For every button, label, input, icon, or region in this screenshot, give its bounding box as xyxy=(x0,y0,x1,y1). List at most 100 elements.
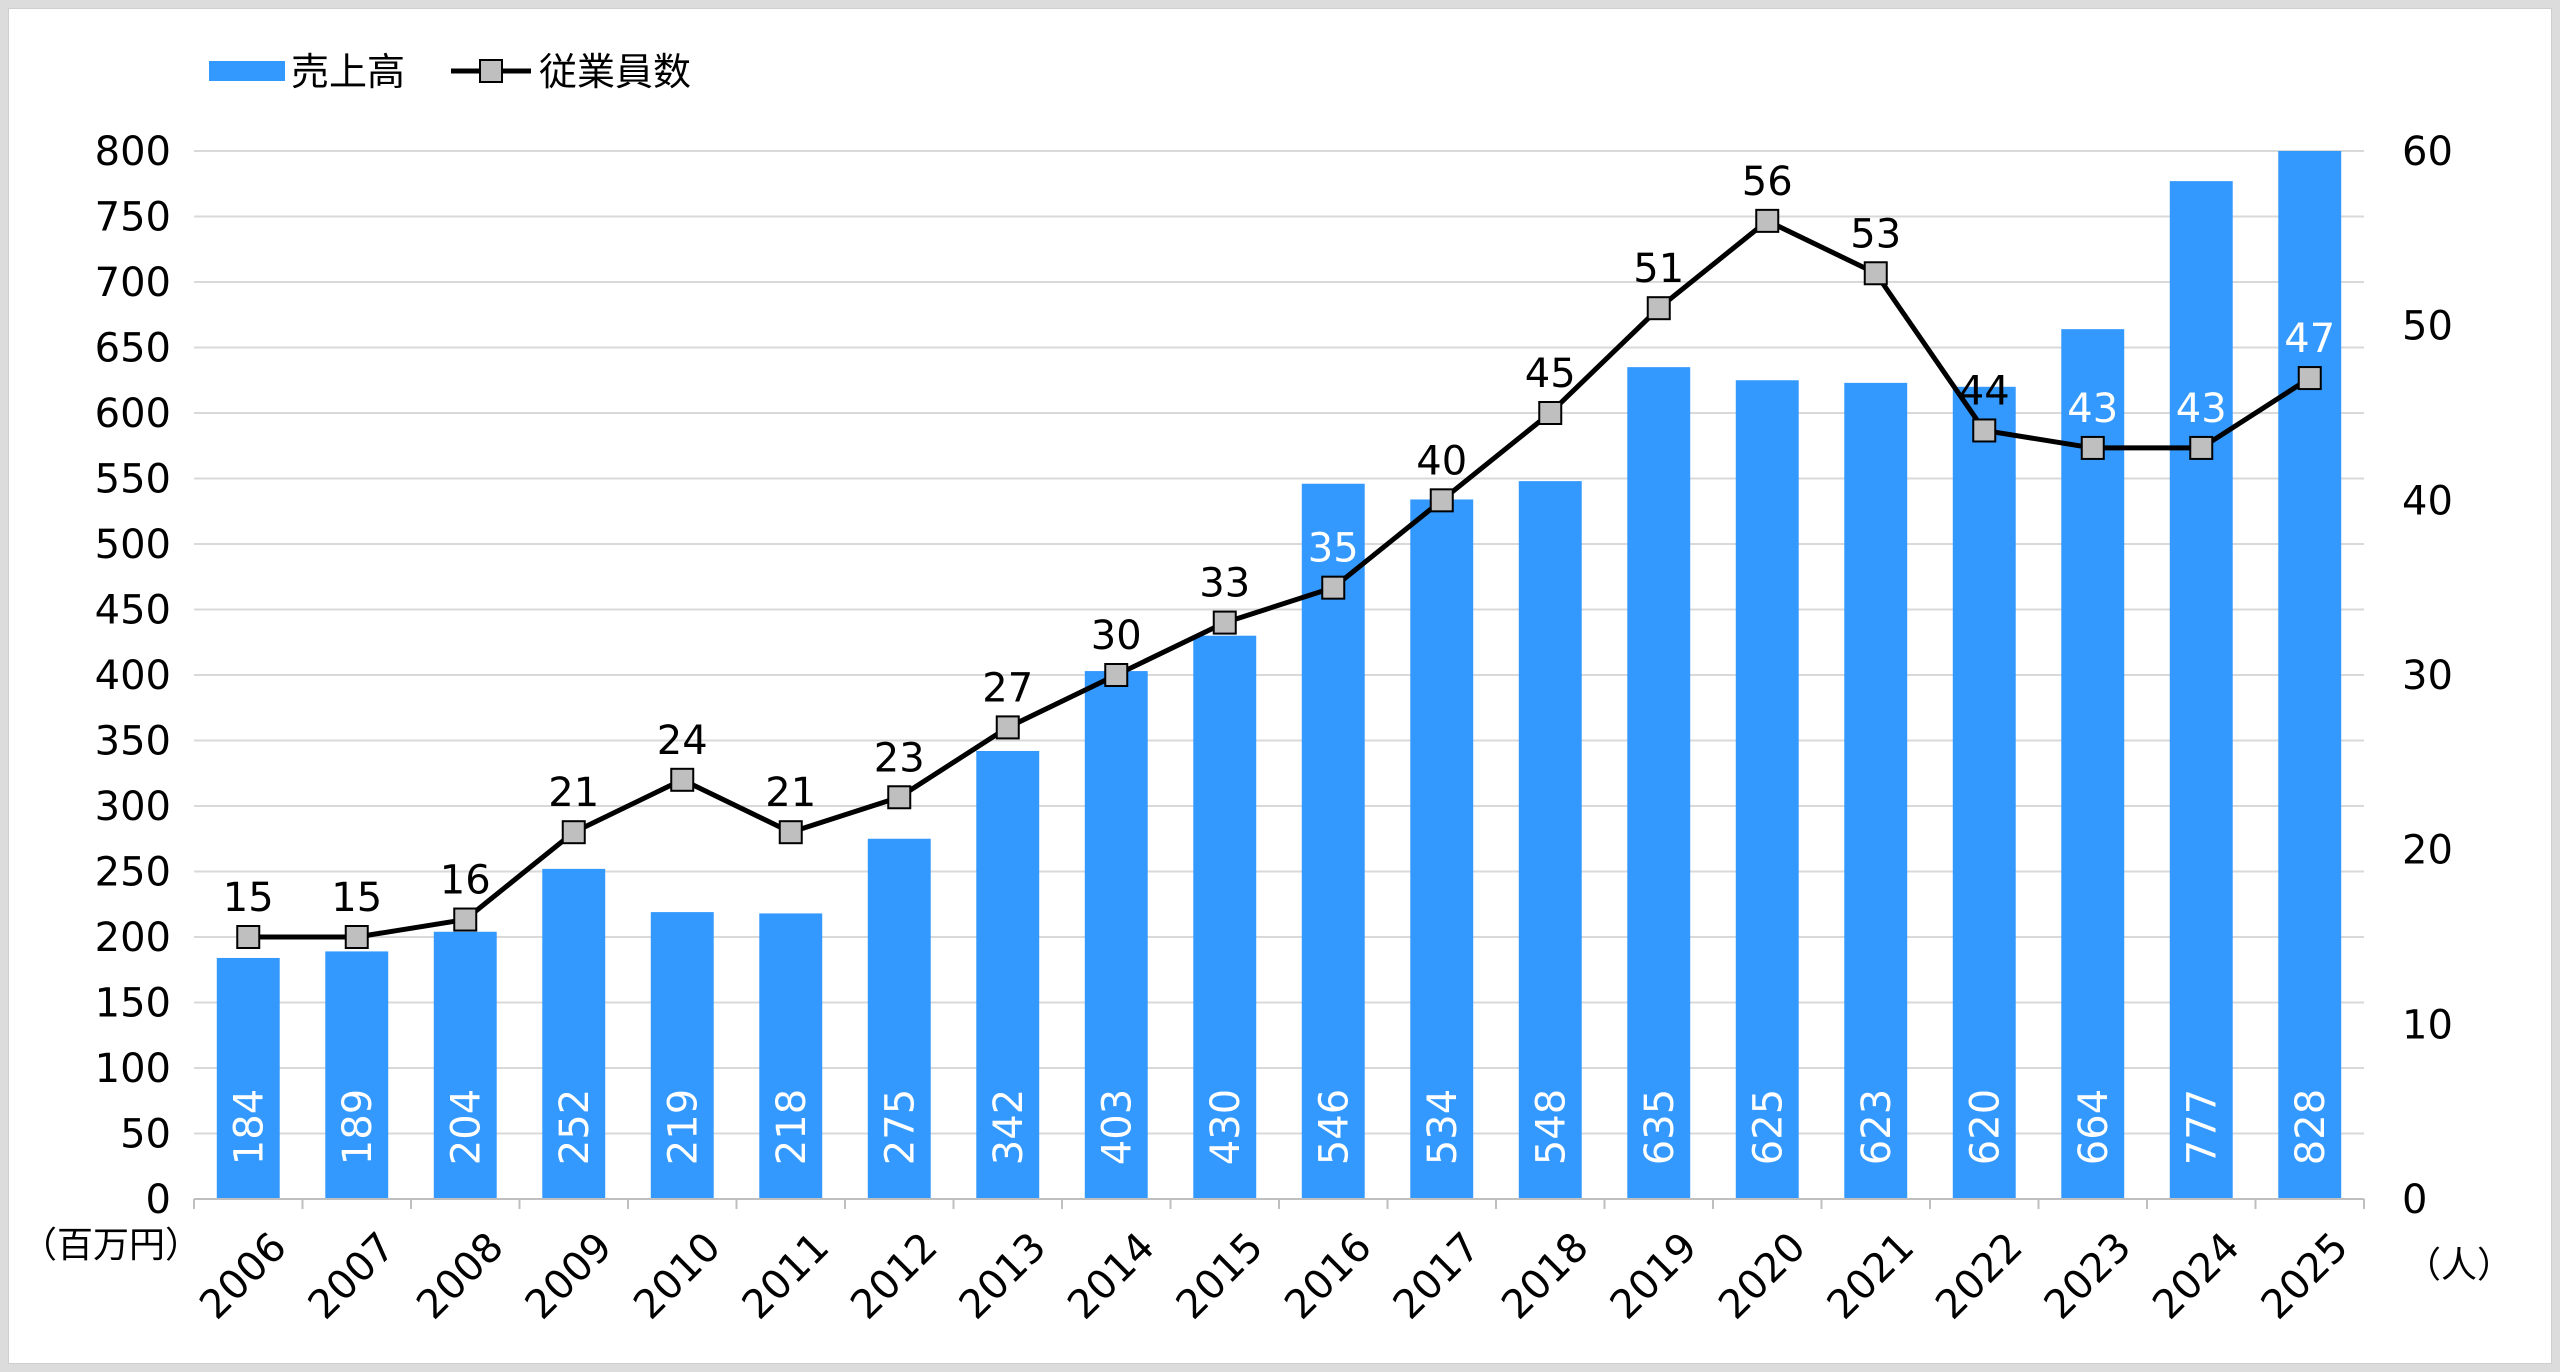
x-axis-tick-label: 2011 xyxy=(734,1224,839,1329)
left-axis-tick: 750 xyxy=(95,195,171,241)
sales-bar xyxy=(867,838,931,1199)
sales-bar xyxy=(2169,181,2233,1199)
left-axis-tick: 500 xyxy=(95,522,171,568)
right-axis-tick: 20 xyxy=(2402,828,2453,874)
legend: 売上高 従業員数 xyxy=(209,50,691,94)
bars-group xyxy=(216,151,2342,1200)
sales-bar xyxy=(542,868,606,1199)
sales-bar-value-label: 828 xyxy=(2288,1089,2334,1165)
sales-bar-value-label: 777 xyxy=(2179,1089,2225,1165)
left-axis-tick: 650 xyxy=(95,326,171,372)
employees-value-label: 51 xyxy=(1633,246,1684,292)
sales-bar-value-label: 635 xyxy=(1637,1089,1683,1165)
x-axis-tick-label: 2013 xyxy=(951,1224,1056,1329)
labels-group: 184 189 204 252 219 218 275 342 403 430 546 534 548 6… xyxy=(223,159,2335,1165)
sales-bar-value-label: 664 xyxy=(2071,1089,2117,1165)
x-axis-tick-label: 2006 xyxy=(191,1224,296,1329)
employees-value-label: 35 xyxy=(1308,526,1359,572)
sales-bar-value-label: 620 xyxy=(1962,1089,2008,1165)
legend-marker-employees xyxy=(479,59,503,83)
employees-line xyxy=(248,218,2312,940)
x-axis-tick-label: 2008 xyxy=(408,1224,513,1329)
sales-bar xyxy=(1518,481,1582,1199)
employees-value-label: 53 xyxy=(1850,211,1901,257)
employees-marker xyxy=(1863,261,1888,286)
sales-bar xyxy=(1735,380,1799,1199)
employees-marker xyxy=(1104,663,1129,687)
employees-marker xyxy=(1646,296,1671,321)
sales-bar xyxy=(976,750,1040,1199)
legend-label-employees: 従業員数 xyxy=(539,50,691,94)
x-axis-tick-label: 2012 xyxy=(842,1224,947,1329)
sales-bar-value-label: 623 xyxy=(1854,1089,1900,1165)
left-axis-tick: 800 xyxy=(95,129,171,175)
x-axis-tick-label: 2021 xyxy=(1819,1224,1924,1329)
left-axis-tick: 100 xyxy=(95,1046,171,1092)
right-axis-tick: 50 xyxy=(2402,304,2453,350)
employees-marker xyxy=(2297,366,2322,391)
x-axis-tick-label: 2007 xyxy=(300,1224,405,1329)
employees-marker xyxy=(1321,575,1346,600)
chart-frame: 0 50 100 150 200 250 300 350 400 450 500 550 600 650 7… xyxy=(8,8,2552,1364)
employees-value-label: 16 xyxy=(440,858,491,904)
sales-bar-value-label: 534 xyxy=(1420,1089,1466,1165)
sales-bar xyxy=(1410,499,1474,1200)
sales-bar-value-label: 218 xyxy=(769,1089,815,1165)
employees-value-label: 33 xyxy=(1199,561,1250,607)
x-axis-tick-label: 2017 xyxy=(1385,1224,1490,1329)
sales-bar xyxy=(216,957,280,1199)
x-axis-tick-label: 2015 xyxy=(1168,1224,1273,1329)
employees-value-label: 44 xyxy=(1959,368,2010,414)
employees-value-label: 21 xyxy=(765,770,816,816)
employees-marker xyxy=(344,925,369,949)
x-axis-tick-label: 2020 xyxy=(1710,1224,1815,1329)
employees-value-label: 21 xyxy=(548,770,599,816)
x-axis-tick-label: 2014 xyxy=(1059,1224,1164,1329)
sales-bar xyxy=(1193,635,1257,1199)
sales-bar-value-label: 625 xyxy=(1745,1089,1791,1165)
left-axis-tick: 200 xyxy=(95,915,171,961)
employees-marker xyxy=(2080,435,2105,460)
employees-value-label: 30 xyxy=(1091,613,1142,659)
left-axis-tick: 400 xyxy=(95,653,171,699)
legend-label-sales: 売上高 xyxy=(291,50,405,94)
left-axis-tick: 150 xyxy=(95,981,171,1027)
employees-value-label: 47 xyxy=(2284,316,2335,362)
right-axis-tick: 0 xyxy=(2402,1177,2427,1223)
sales-bar xyxy=(325,951,389,1199)
employees-value-label: 43 xyxy=(2176,386,2227,432)
x-axis-tick-label: 2022 xyxy=(1927,1224,2032,1329)
employees-marker xyxy=(453,907,478,932)
x-axis-tick-label: 2010 xyxy=(625,1224,730,1329)
sales-bar xyxy=(1844,382,1908,1199)
sales-bar-value-label: 546 xyxy=(1311,1089,1357,1165)
x-axis-tick-label: 2024 xyxy=(2144,1224,2249,1329)
sales-bar-value-label: 403 xyxy=(1094,1089,1140,1165)
employees-value-label: 15 xyxy=(223,875,274,921)
employees-marker xyxy=(1538,401,1563,425)
sales-bar-value-label: 219 xyxy=(660,1089,706,1165)
legend-swatch-sales xyxy=(209,61,285,81)
employees-marker xyxy=(236,925,261,949)
left-axis-tick: 0 xyxy=(146,1177,171,1223)
gridlines xyxy=(194,150,2364,1135)
employees-value-label: 15 xyxy=(331,875,382,921)
sales-bar-value-label: 252 xyxy=(552,1089,598,1165)
right-axis-tick: 60 xyxy=(2402,129,2453,175)
left-axis-tick: 700 xyxy=(95,260,171,306)
employees-value-label: 56 xyxy=(1742,159,1793,205)
sales-bar xyxy=(1301,483,1365,1199)
left-axis-tick: 450 xyxy=(95,588,171,634)
x-axis-tick-label: 2009 xyxy=(517,1224,622,1329)
left-axis-tick: 250 xyxy=(95,850,171,896)
employees-marker xyxy=(1212,610,1237,635)
right-axis-tick: 30 xyxy=(2402,653,2453,699)
employees-value-label: 43 xyxy=(2067,386,2118,432)
right-axis-unit: （人） xyxy=(2405,1245,2513,1286)
line-group xyxy=(236,208,2322,949)
x-axis-tick-label: 2016 xyxy=(1276,1224,1381,1329)
sales-bar xyxy=(1952,386,2016,1199)
sales-bar-value-label: 548 xyxy=(1528,1089,1574,1165)
combo-chart: 0501001502002503003504004505005506006507… xyxy=(21,50,2513,1329)
employees-marker xyxy=(778,820,803,845)
